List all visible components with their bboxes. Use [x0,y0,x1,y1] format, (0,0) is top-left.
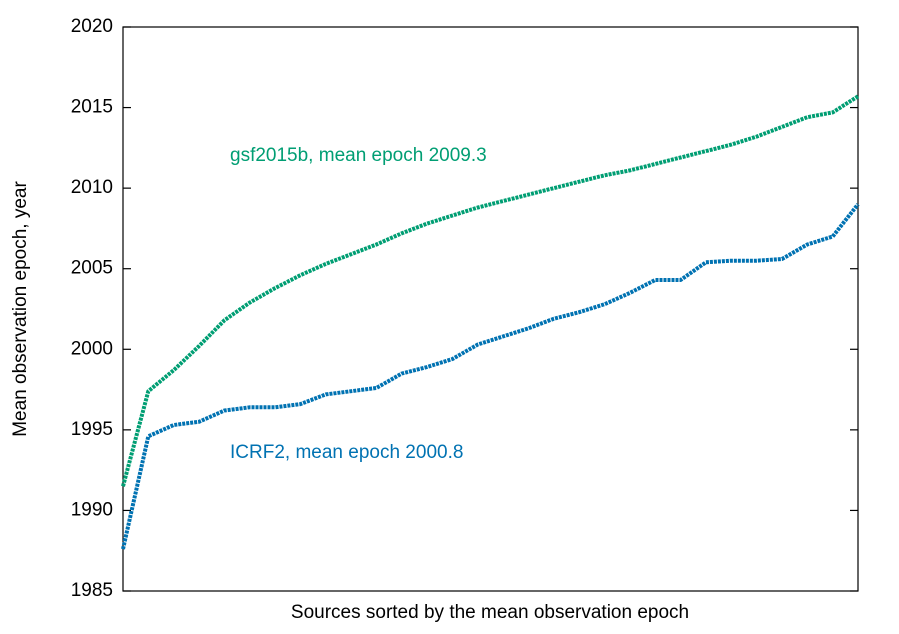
annotation: gsf2015b, mean epoch 2009.3 [230,145,487,166]
plot-frame [122,26,859,592]
y-axis-label: Mean observation epoch, year [10,181,31,437]
y-tick-label: 2000 [71,338,113,359]
y-tick-label: 2020 [71,16,113,37]
y-tick-label: 2005 [71,258,113,279]
annotation: ICRF2, mean epoch 2000.8 [230,442,463,463]
y-tick-label: 1990 [71,499,113,520]
y-tick-label: 1995 [71,419,113,440]
x-axis-label: Sources sorted by the mean observation e… [291,602,689,623]
series-line [121,203,860,550]
y-tick-label: 2015 [71,97,113,118]
y-tick-label: 1985 [71,580,113,601]
series-line [121,94,860,487]
y-tick-label: 2010 [71,177,113,198]
